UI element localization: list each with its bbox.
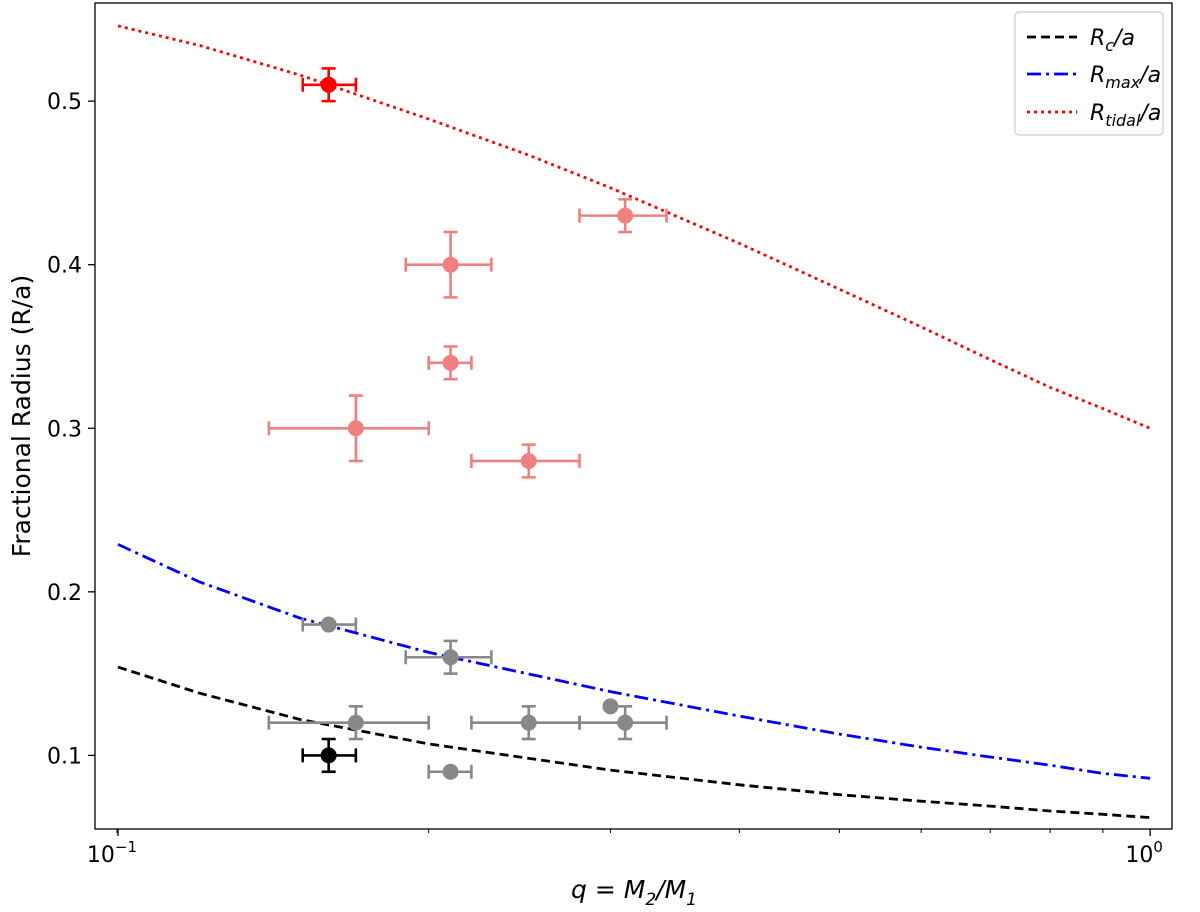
- legend-box: [1014, 11, 1164, 136]
- series-line-rc-a: [117, 665, 1151, 819]
- data-point-light-red-1: [578, 197, 668, 234]
- legend-label-rtidal: Rtidal/a: [1090, 101, 1161, 130]
- y-tick-label: 0.5: [47, 90, 82, 115]
- marker: [442, 256, 459, 273]
- y-tick-label: 0.1: [47, 744, 82, 769]
- y-tick-label: 0.2: [47, 581, 82, 606]
- marker: [320, 616, 337, 633]
- marker: [320, 747, 337, 764]
- data-point-gray-8: [267, 705, 430, 741]
- marker: [617, 207, 634, 224]
- x-tick-label: 10−1: [87, 838, 137, 868]
- marker: [442, 649, 459, 666]
- marker: [347, 420, 364, 437]
- data-point-light-red-2: [404, 230, 493, 299]
- data-points: [267, 67, 668, 780]
- plot-frame: [94, 2, 1173, 830]
- marker: [520, 452, 537, 469]
- data-point-red-0: [301, 67, 358, 103]
- marker: [442, 354, 459, 371]
- marker: [347, 714, 364, 731]
- marker: [617, 714, 634, 731]
- data-point-black-13: [301, 737, 358, 774]
- marker: [602, 698, 619, 715]
- marker: [320, 76, 337, 93]
- data-point-gray-12: [427, 763, 473, 780]
- x-axis-label: q = M2/M1: [571, 875, 697, 910]
- marker: [520, 714, 537, 731]
- data-point-gray-11: [602, 698, 619, 715]
- series-line-rtidal-a: [117, 24, 1151, 430]
- data-point-light-red-5: [470, 443, 581, 479]
- series-lines: [117, 24, 1151, 819]
- y-tick-label: 0.4: [47, 254, 82, 279]
- y-tick-label: 0.3: [47, 417, 82, 442]
- data-point-light-red-3: [427, 345, 473, 381]
- legend-label-rc: Rc/a: [1090, 26, 1135, 55]
- data-point-gray-6: [301, 616, 358, 633]
- data-point-gray-10: [578, 705, 668, 741]
- data-point-gray-7: [404, 639, 493, 675]
- data-point-light-red-4: [267, 394, 430, 463]
- legend-label-rmax: Rmax/a: [1090, 63, 1161, 92]
- axis-ticks: 0.1 0.2 0.3 0.4 0.5 10−1 100: [47, 90, 1163, 868]
- marker: [442, 763, 459, 780]
- x-tick-label: 100: [1125, 838, 1163, 868]
- y-axis-label: Fractional Radius (R/a): [7, 275, 36, 557]
- legend: Rc/a Rmax/a Rtidal/a: [1014, 11, 1164, 136]
